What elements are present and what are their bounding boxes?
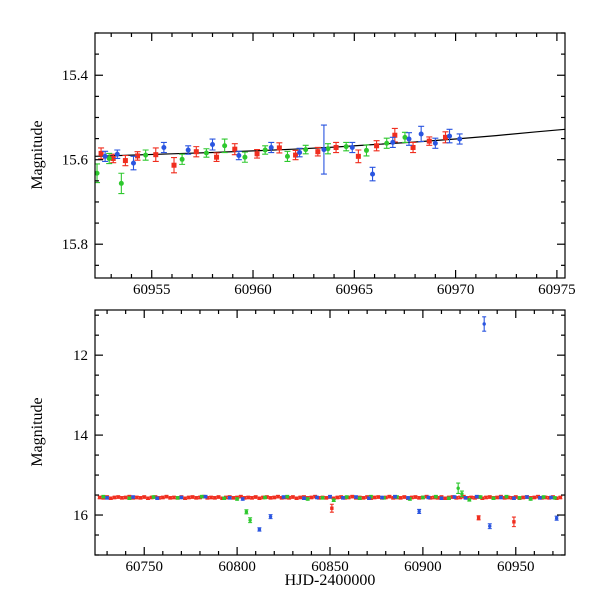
top-panel-ylabel: Magnitude bbox=[29, 120, 46, 190]
bottom-data-area bbox=[97, 316, 563, 532]
y-tick-label: 12 bbox=[73, 348, 88, 364]
y-tick-label: 16 bbox=[73, 508, 89, 524]
y-tick-label: 15.8 bbox=[62, 237, 88, 253]
y-tick-label: 15.4 bbox=[62, 68, 89, 84]
x-tick-label: 60960 bbox=[234, 282, 272, 298]
series-green bbox=[94, 131, 408, 195]
bottom-panel-ylabel: Magnitude bbox=[29, 397, 46, 467]
bottom-tick-labels: 60750 60800 60850 60900 60950 12 14 16 bbox=[73, 348, 535, 575]
top-data-area bbox=[94, 124, 566, 195]
top-axes bbox=[94, 32, 566, 279]
x-tick-label: 60965 bbox=[336, 282, 374, 298]
y-tick-label: 15.6 bbox=[62, 153, 89, 169]
top-panel: 60955 60960 60965 60970 60975 15.4 15.6 15.8 bbox=[62, 32, 576, 298]
y-tick-label: 14 bbox=[73, 428, 89, 444]
x-tick-label: 60975 bbox=[538, 282, 576, 298]
bottom-panel: 60750 60800 60850 60900 60950 12 14 16 bbox=[73, 309, 566, 575]
x-tick-label: 60900 bbox=[404, 559, 442, 575]
series-green bbox=[101, 482, 557, 524]
x-tick-label: 60850 bbox=[311, 559, 349, 575]
x-axis-label: HJD-2400000 bbox=[284, 572, 376, 589]
series-blue bbox=[105, 316, 559, 532]
x-tick-label: 60800 bbox=[218, 559, 256, 575]
x-tick-label: 60750 bbox=[125, 559, 163, 575]
x-tick-label: 60970 bbox=[437, 282, 475, 298]
top-tick-labels: 60955 60960 60965 60970 60975 15.4 15.6 15.8 bbox=[62, 68, 576, 298]
series-blue bbox=[102, 124, 463, 182]
bottom-axes bbox=[94, 309, 566, 556]
x-tick-label: 60950 bbox=[497, 559, 535, 575]
x-tick-label: 60955 bbox=[133, 282, 171, 298]
series-red bbox=[98, 127, 449, 174]
